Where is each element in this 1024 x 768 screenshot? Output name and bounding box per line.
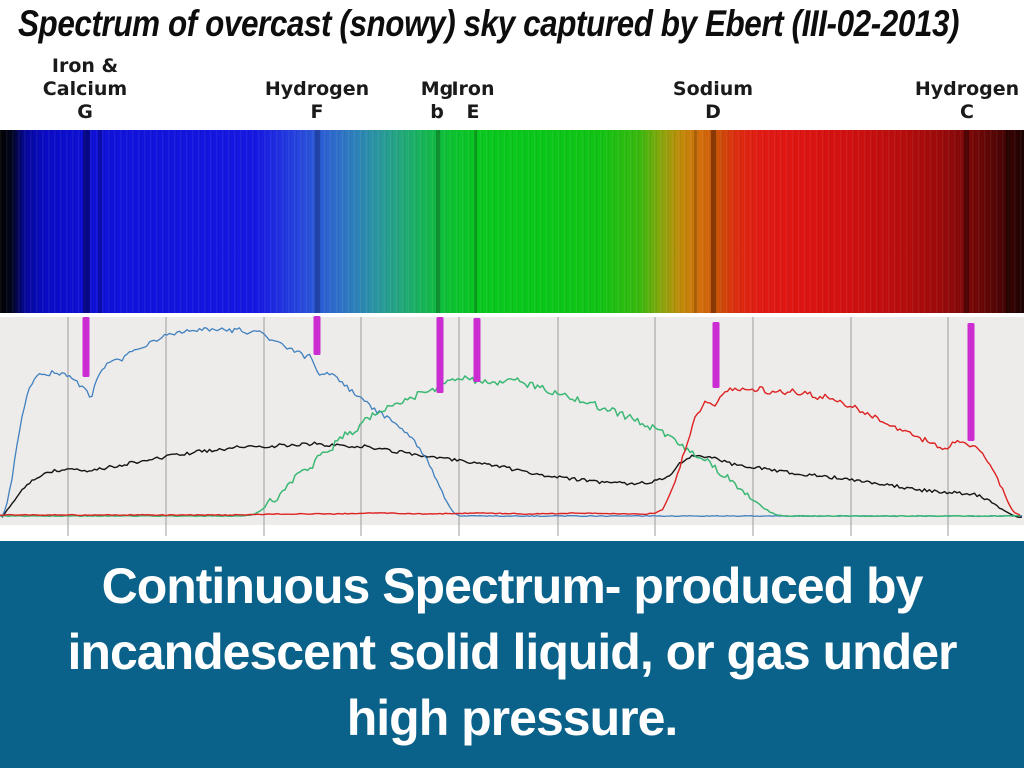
- label-hydrogen-f: Hydrogen F: [265, 78, 369, 124]
- caption-line-2: incandescent solid liquid, or gas under: [67, 624, 958, 680]
- fraunhofer-marker: [313, 316, 321, 355]
- fraunhofer-marker: [82, 317, 90, 377]
- caption-line-1: Continuous Spectrum- produced by: [101, 558, 924, 614]
- fraunhofer-marker: [967, 323, 975, 441]
- label-line: Iron &: [51, 55, 119, 77]
- fraunhofer-marker: [473, 318, 481, 382]
- series-luminance: [1, 441, 1023, 518]
- absorption-line-G: [82, 130, 90, 313]
- absorption-line-F: [314, 130, 320, 313]
- label-line: Hydrogen: [264, 78, 370, 100]
- caption-line-3: high pressure.: [346, 690, 679, 746]
- label-hydrogen-c: Hydrogen C: [915, 78, 1019, 124]
- absorption-line-C2: [1006, 130, 1010, 313]
- absorption-line-D2: [693, 130, 697, 313]
- fraunhofer-marker: [712, 322, 720, 388]
- label-line: Calcium: [42, 78, 128, 100]
- spectrum-band-image: [0, 130, 1024, 313]
- label-line: G: [77, 101, 93, 123]
- label-iron-calcium-g: Iron & Calcium G: [43, 55, 127, 124]
- caption-banner: Continuous Spectrum- produced by incande…: [0, 541, 1024, 768]
- label-line: Mg: [420, 78, 454, 100]
- label-iron-e: Iron E: [451, 78, 494, 124]
- absorption-line-E: [473, 130, 477, 313]
- label-line: E: [466, 101, 480, 123]
- label-line: C: [960, 101, 974, 123]
- absorption-line-G2: [98, 130, 102, 313]
- series-green: [0, 375, 1021, 518]
- fraunhofer-marker: [436, 317, 444, 393]
- absorption-line-D: [710, 130, 716, 313]
- absorption-line-b: [436, 130, 440, 313]
- label-line: D: [705, 101, 721, 123]
- slide-title: Spectrum of overcast (snowy) sky capture…: [18, 3, 960, 44]
- spectral-line-labels: Iron & Calcium G Hydrogen F Mg b Iron E …: [0, 55, 1024, 124]
- label-line: Hydrogen: [914, 78, 1020, 100]
- graph-background: [0, 317, 1024, 525]
- label-line: Iron: [451, 78, 495, 100]
- spectrum-grain-texture: [0, 130, 1024, 313]
- label-mg-b: Mg b: [421, 78, 454, 124]
- absorption-line-C: [963, 130, 969, 313]
- label-line: b: [430, 101, 444, 123]
- label-line: F: [310, 101, 324, 123]
- label-sodium-d: Sodium D: [673, 78, 753, 124]
- series-blue: [1, 326, 1023, 518]
- label-line: Sodium: [672, 78, 754, 100]
- series-red: [0, 386, 1021, 517]
